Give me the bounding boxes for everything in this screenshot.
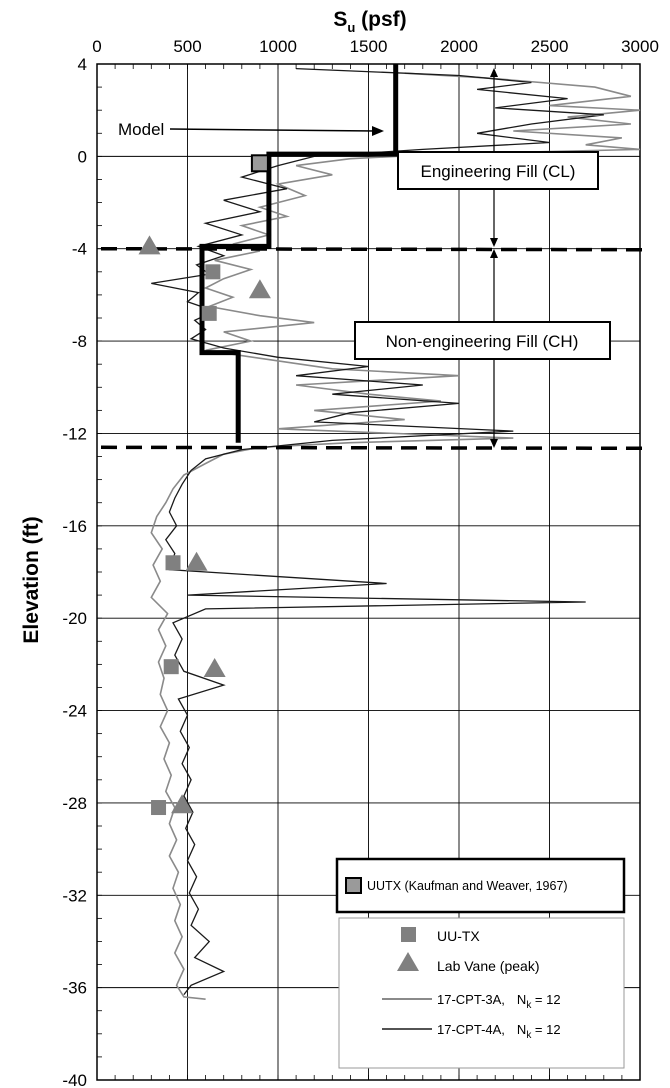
layer1-arrow-bottom <box>490 238 498 247</box>
y-tick-label: 0 <box>78 147 87 166</box>
legend-kaufman: UUTX (Kaufman and Weaver, 1967) <box>335 857 626 914</box>
y-tick-label: -24 <box>62 702 87 721</box>
x-tick-label: 1500 <box>350 37 388 56</box>
y-tick-label: -16 <box>62 517 87 536</box>
x-tick-label: 2500 <box>531 37 569 56</box>
layer2-label-frame <box>354 321 611 360</box>
data-markers <box>138 154 271 816</box>
x-tick-label: 3000 <box>621 37 659 56</box>
legend-kaufman-label: UUTX (Kaufman and Weaver, 1967) <box>367 879 568 893</box>
uutx-marker <box>201 305 217 321</box>
layer1-label-frame <box>397 151 599 190</box>
y-tick-label: -36 <box>62 979 87 998</box>
series-17-cpt-4a <box>151 67 604 995</box>
lab-vane-marker <box>171 794 194 814</box>
layer2-arrow-top <box>490 249 498 258</box>
y-tick-label: -12 <box>62 424 87 443</box>
layer2-arrow-bottom <box>490 439 498 448</box>
x-tick-label: 0 <box>92 37 101 56</box>
y-tick-label: 4 <box>78 55 87 74</box>
legend-main: UU-TX Lab Vane (peak) 17-CPT-3A, Nk = 12 … <box>338 917 625 1069</box>
lab-vane-marker <box>248 279 271 299</box>
x-tick-label: 2000 <box>440 37 478 56</box>
data-series <box>150 64 641 1000</box>
axis-ticks: 0 500 1000 1500 2000 2500 300040-4-8-12-16-20-… <box>62 37 658 1088</box>
legend-uutx-swatch <box>401 927 416 942</box>
y-tick-label: -28 <box>62 794 87 813</box>
model-arrow-head <box>372 126 384 136</box>
uutx-marker <box>205 264 221 280</box>
model-annotation: Model <box>118 120 384 139</box>
layer1-label: Engineering Fill (CL) <box>421 162 576 181</box>
series-model <box>199 64 399 443</box>
uutx-kaufman-marker <box>250 154 269 173</box>
y-tick-label: -8 <box>72 332 87 351</box>
layer2-label: Non-engineering Fill (CH) <box>386 332 579 351</box>
layer-boundary-line <box>100 246 643 252</box>
legend-cpt4a-label: 17-CPT-4A, Nk = 12 <box>437 1022 561 1041</box>
lab-vane-marker <box>138 235 161 255</box>
y-tick-label: -32 <box>62 886 87 905</box>
legend-main-frame <box>338 917 625 1069</box>
uutx-marker <box>151 800 167 816</box>
y-tick-label: -4 <box>72 240 87 259</box>
uutx-marker <box>165 555 181 571</box>
layer1-arrow-top <box>490 68 498 77</box>
lab-vane-marker <box>203 657 226 677</box>
layer2-label-box: Non-engineering Fill (CH) <box>354 321 611 360</box>
layer-boundary-line <box>100 445 643 451</box>
legend-uutx-label: UU-TX <box>437 928 480 944</box>
legend-kaufman-frame <box>335 857 626 914</box>
uutx-marker <box>163 659 179 675</box>
x-tick-label: 1000 <box>259 37 297 56</box>
model-label: Model <box>118 120 164 139</box>
x-tick-label: 500 <box>173 37 201 56</box>
legend-vane-label: Lab Vane (peak) <box>437 958 539 974</box>
y-tick-label: -40 <box>62 1071 87 1088</box>
y-axis-label: Elevation (ft) <box>20 516 43 643</box>
model-arrow-line <box>169 128 377 132</box>
layer1-label-box: Engineering Fill (CL) <box>397 151 599 190</box>
x-axis-label: Su (psf) <box>333 8 406 35</box>
lab-vane-marker <box>185 551 208 571</box>
layer-boundaries <box>100 246 643 451</box>
legend-cpt3a-label: 17-CPT-3A, Nk = 12 <box>437 992 561 1011</box>
series-17-cpt-3a <box>150 72 641 1000</box>
legend-kaufman-swatch <box>345 877 362 894</box>
y-tick-label: -20 <box>62 609 87 628</box>
legend-vane-swatch <box>397 952 419 971</box>
